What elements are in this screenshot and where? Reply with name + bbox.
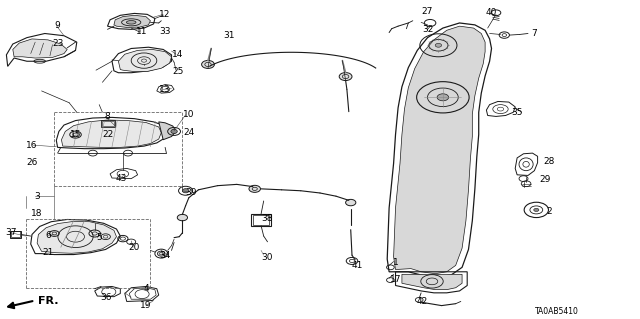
Ellipse shape — [339, 73, 352, 81]
Polygon shape — [402, 274, 462, 290]
Text: 34: 34 — [159, 251, 171, 260]
Text: 9: 9 — [55, 21, 60, 30]
Text: 42: 42 — [417, 297, 428, 306]
Ellipse shape — [346, 199, 356, 206]
Text: 8: 8 — [105, 112, 110, 121]
Text: 32: 32 — [422, 25, 433, 34]
Text: 2: 2 — [547, 207, 552, 216]
Text: 6: 6 — [45, 231, 51, 240]
Bar — [10, 231, 21, 238]
Text: 43: 43 — [116, 174, 127, 183]
Polygon shape — [13, 39, 67, 58]
Text: 36: 36 — [100, 293, 111, 302]
Text: 14: 14 — [172, 50, 184, 59]
Text: 26: 26 — [26, 158, 38, 167]
Text: 22: 22 — [102, 130, 113, 139]
Text: 18: 18 — [31, 209, 43, 218]
Text: 11: 11 — [136, 27, 148, 36]
Text: 12: 12 — [159, 10, 171, 19]
Ellipse shape — [127, 20, 136, 24]
Polygon shape — [114, 15, 150, 27]
Text: 20: 20 — [129, 243, 140, 252]
Text: 31: 31 — [223, 31, 235, 40]
Text: 13: 13 — [159, 85, 171, 94]
Text: 40: 40 — [486, 8, 497, 17]
Text: 27: 27 — [422, 7, 433, 16]
Text: 1: 1 — [393, 258, 398, 267]
Text: 24: 24 — [183, 128, 195, 137]
Text: 21: 21 — [42, 248, 54, 257]
Polygon shape — [61, 120, 161, 147]
Bar — [251, 214, 271, 226]
Text: TA0AB5410: TA0AB5410 — [535, 308, 579, 316]
Text: 29: 29 — [540, 175, 551, 184]
Text: 41: 41 — [351, 261, 363, 270]
Ellipse shape — [534, 208, 539, 211]
Bar — [253, 215, 269, 225]
Text: 7: 7 — [532, 29, 537, 38]
Text: 35: 35 — [511, 108, 523, 117]
Text: 5: 5 — [97, 233, 102, 242]
Bar — [101, 120, 115, 127]
Text: 28: 28 — [543, 157, 555, 166]
Ellipse shape — [177, 214, 188, 221]
Text: 23: 23 — [52, 39, 63, 48]
Text: 38: 38 — [262, 214, 273, 223]
Text: 3: 3 — [35, 192, 40, 201]
Text: 30: 30 — [262, 253, 273, 262]
Text: 16: 16 — [26, 141, 38, 150]
Ellipse shape — [171, 130, 177, 133]
Polygon shape — [118, 49, 172, 71]
Bar — [102, 121, 114, 126]
Ellipse shape — [202, 61, 214, 69]
Polygon shape — [37, 221, 116, 253]
Ellipse shape — [437, 94, 449, 101]
Polygon shape — [159, 122, 176, 140]
Text: 15: 15 — [70, 130, 81, 139]
Text: 33: 33 — [159, 27, 171, 36]
Polygon shape — [394, 26, 485, 274]
Ellipse shape — [157, 251, 165, 256]
Bar — [11, 231, 20, 237]
Text: 25: 25 — [172, 67, 184, 76]
Text: 37: 37 — [6, 228, 17, 237]
Text: 4: 4 — [143, 284, 148, 293]
Ellipse shape — [182, 189, 189, 193]
Text: 39: 39 — [185, 188, 196, 197]
Text: 10: 10 — [183, 110, 195, 119]
Ellipse shape — [435, 43, 442, 47]
Ellipse shape — [249, 185, 260, 192]
Text: FR.: FR. — [38, 296, 59, 307]
Text: 17: 17 — [390, 275, 401, 284]
Text: 19: 19 — [140, 301, 152, 310]
